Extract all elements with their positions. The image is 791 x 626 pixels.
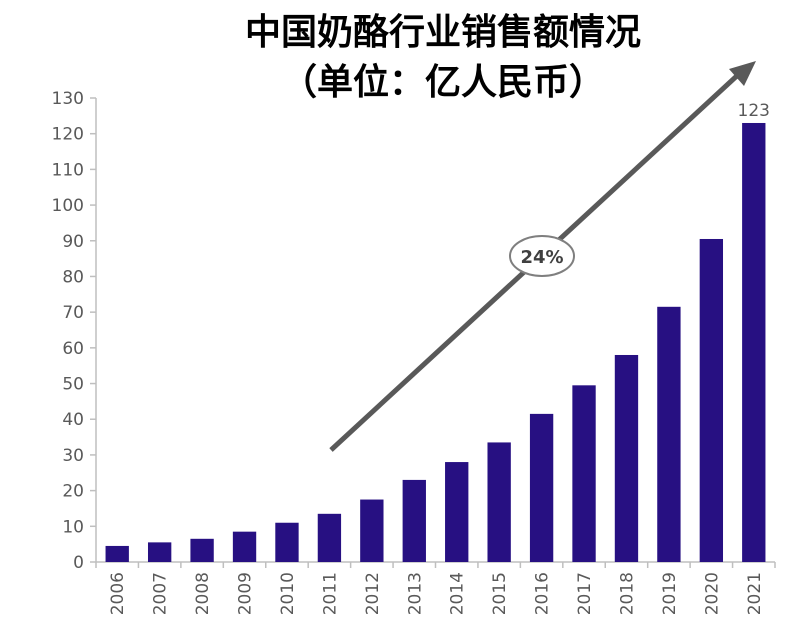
x-tick-label: 2012 bbox=[363, 572, 383, 615]
x-axis: 2006 2007 2008 2009 2010 2011 2012 2013 2014 2015… bbox=[95, 561, 776, 615]
x-tick-label: 2016 bbox=[533, 572, 553, 615]
x-tick-label: 2015 bbox=[490, 572, 510, 615]
bar-2017 bbox=[572, 385, 596, 562]
bars bbox=[105, 122, 766, 562]
y-tick-label: 100 bbox=[52, 196, 84, 216]
y-tick-label: 70 bbox=[62, 303, 84, 323]
x-tick-label: 2017 bbox=[575, 572, 595, 615]
bar-2010 bbox=[275, 522, 299, 562]
y-tick-label: 80 bbox=[62, 267, 84, 287]
bar-2020 bbox=[699, 238, 724, 562]
growth-rate-bubble bbox=[509, 235, 575, 277]
bar-2012 bbox=[360, 499, 384, 562]
bar-2006 bbox=[105, 545, 129, 562]
x-tick-label: 2010 bbox=[278, 572, 298, 615]
y-tick-label: 120 bbox=[52, 125, 84, 145]
x-tick-label: 2020 bbox=[702, 572, 722, 615]
growth-annotation: 24% bbox=[329, 61, 756, 452]
bar-2015 bbox=[487, 442, 511, 562]
y-tick-label: 90 bbox=[62, 232, 84, 252]
data-labels: 123 bbox=[738, 101, 770, 121]
x-tick-label: 2018 bbox=[617, 572, 637, 615]
y-tick-label: 10 bbox=[62, 517, 84, 537]
x-tick-label: 2014 bbox=[448, 572, 468, 615]
bar-2009 bbox=[232, 531, 257, 562]
bar-2007 bbox=[147, 542, 172, 562]
y-tick-label: 50 bbox=[62, 375, 84, 395]
x-tick-label: 2009 bbox=[236, 572, 256, 615]
growth-arrow-head bbox=[729, 61, 756, 86]
x-tick-label: 2006 bbox=[108, 572, 128, 615]
chart-title: 中国奶酪行业销售额情况 bbox=[245, 12, 641, 53]
bar-2014 bbox=[445, 462, 469, 562]
bar-2018 bbox=[614, 354, 639, 562]
y-tick-label: 60 bbox=[62, 339, 84, 359]
bar-2011 bbox=[317, 513, 342, 562]
x-tick-label: 2011 bbox=[320, 572, 340, 615]
bar-2021 bbox=[742, 122, 766, 562]
data-label-2021: 123 bbox=[738, 101, 770, 121]
y-tick-label: 110 bbox=[52, 160, 84, 180]
x-tick-label: 2013 bbox=[405, 572, 425, 615]
y-tick-label: 130 bbox=[52, 89, 84, 109]
x-tick-label: 2021 bbox=[745, 572, 765, 615]
bar-2008 bbox=[190, 538, 214, 562]
y-tick-label: 0 bbox=[73, 553, 84, 573]
x-tick-label: 2007 bbox=[151, 572, 171, 615]
bar-2019 bbox=[657, 306, 681, 562]
bar-2013 bbox=[402, 479, 426, 562]
x-tick-label: 2019 bbox=[660, 572, 680, 615]
x-tick-label: 2008 bbox=[193, 572, 213, 615]
growth-rate-label: 24% bbox=[520, 247, 563, 268]
y-axis: 0 10 20 30 40 50 60 70 80 90 100 110 120 130 bbox=[52, 89, 97, 573]
chart-subtitle: （单位：亿人民币） bbox=[281, 62, 605, 103]
y-tick-label: 30 bbox=[62, 446, 84, 466]
y-tick-label: 20 bbox=[62, 482, 84, 502]
bar-2016 bbox=[529, 413, 554, 562]
y-tick-label: 40 bbox=[62, 410, 84, 430]
